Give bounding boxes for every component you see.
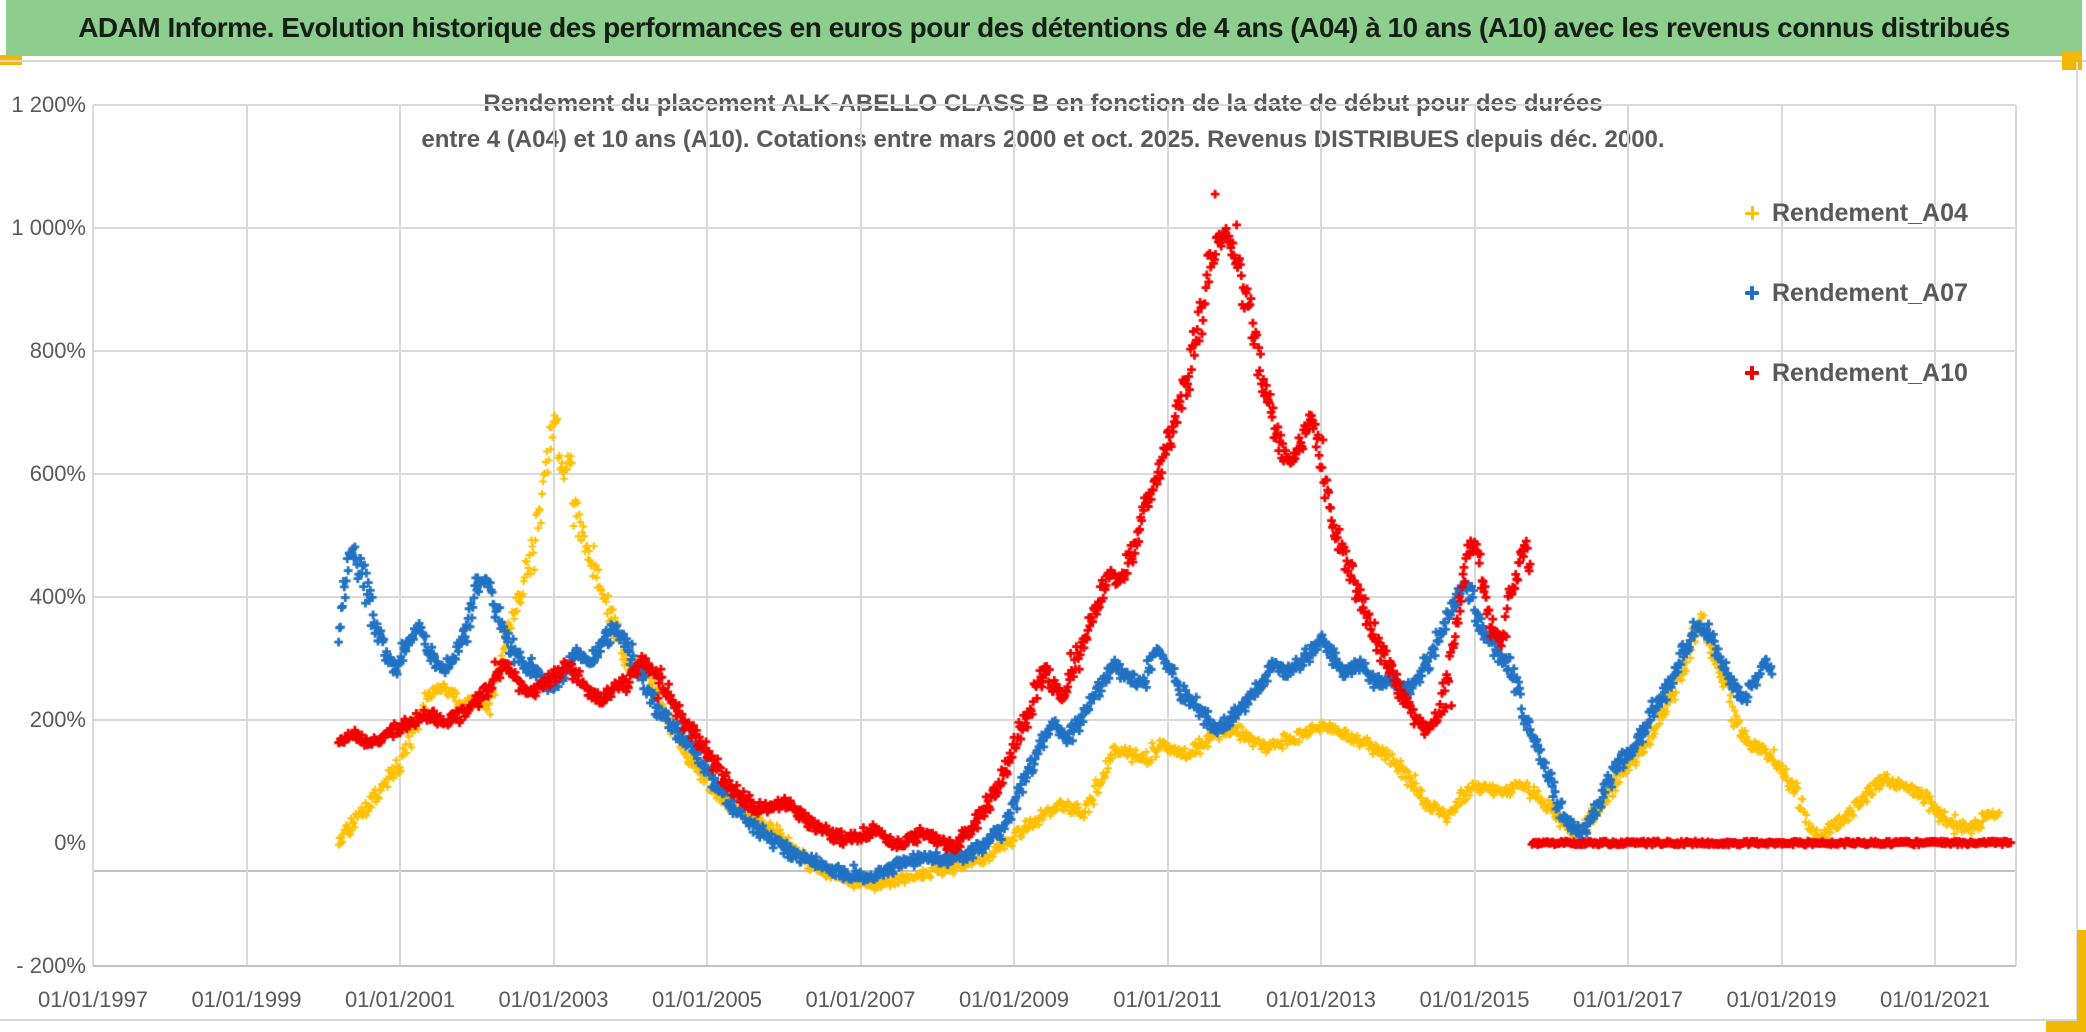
legend-item-label: Rendement_A10 bbox=[1772, 358, 1968, 387]
chart-bottom-border bbox=[0, 1019, 2086, 1021]
yellow-accent-right-bar bbox=[2077, 930, 2086, 1032]
legend-item-rendement_a04: Rendement_A04 bbox=[1744, 196, 2014, 230]
legend-item-label: Rendement_A07 bbox=[1772, 278, 1968, 307]
plus-marker-icon bbox=[1744, 205, 1760, 221]
plus-marker-icon bbox=[1744, 365, 1760, 381]
plus-marker-icon bbox=[1744, 285, 1760, 301]
legend-item-rendement_a10: Rendement_A10 bbox=[1744, 356, 2014, 390]
legend-item-rendement_a07: Rendement_A07 bbox=[1744, 276, 2014, 310]
chart-right-border bbox=[2076, 62, 2078, 1020]
legend-item-label: Rendement_A04 bbox=[1772, 198, 1968, 227]
legend: Rendement_A04 Rendement_A07 Rendement_A10 bbox=[1744, 196, 2014, 436]
yellow-accent-bottom-bar bbox=[2046, 1021, 2086, 1032]
